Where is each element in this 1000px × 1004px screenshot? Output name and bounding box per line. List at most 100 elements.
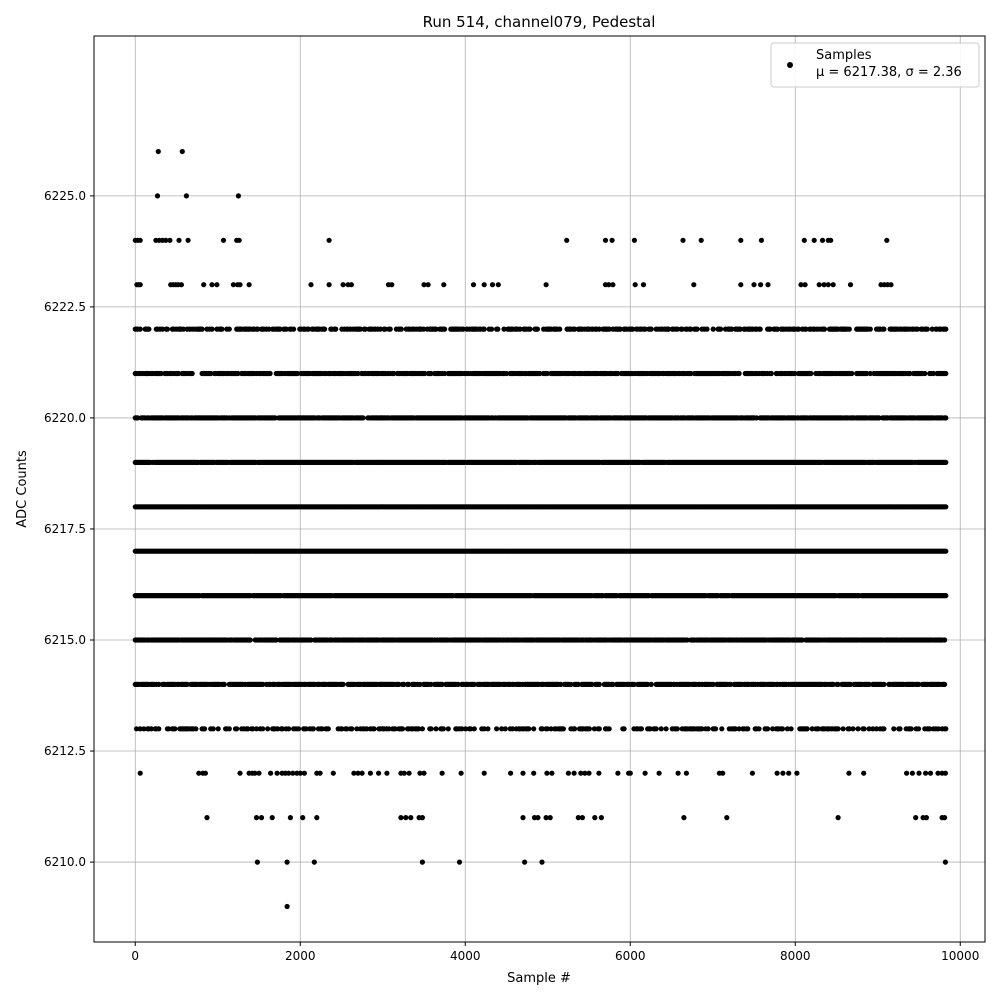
data-point [943,415,948,420]
data-point [155,193,160,198]
data-point [826,282,831,287]
data-point [201,282,206,287]
data-point [327,238,332,243]
data-point [943,549,948,554]
data-point [214,282,219,287]
data-point [222,682,227,687]
data-point [180,149,185,154]
data-point [138,282,143,287]
data-point [847,327,852,332]
data-point [831,282,836,287]
data-point [333,327,338,332]
data-point [758,327,763,332]
data-point [442,327,447,332]
data-point [200,327,205,332]
data-point [632,238,637,243]
data-point [341,282,346,287]
data-point [881,327,886,332]
data-point [308,282,313,287]
data-point [704,327,709,332]
data-point [691,282,696,287]
data-point [544,282,549,287]
data-point [167,238,172,243]
data-point [138,238,143,243]
data-point [389,282,394,287]
data-point [610,282,615,287]
data-point [471,282,476,287]
data-point [209,282,214,287]
data-point [349,282,354,287]
data-point [237,238,242,243]
data-point [822,327,827,332]
data-point [360,415,365,420]
data-point [888,282,893,287]
data-point [426,282,431,287]
data-point [482,282,487,287]
data-point [751,282,756,287]
data-point [649,327,654,332]
data-point [868,327,873,332]
data-point [156,149,161,154]
data-point [711,327,716,332]
data-point [186,238,191,243]
data-point [828,238,833,243]
data-point [922,371,927,376]
data-point [943,460,948,465]
data-point [165,327,170,332]
data-point [441,282,446,287]
data-point [388,327,393,332]
data-point [495,327,500,332]
data-point [146,327,151,332]
data-point [633,282,638,287]
data-point [227,327,232,332]
data-point [221,238,226,243]
data-point [322,327,327,332]
data-point [176,238,181,243]
data-point [765,282,770,287]
data-point [738,238,743,243]
data-point [219,327,224,332]
data-point [718,327,723,332]
data-point [925,327,930,332]
data-point [943,371,948,376]
data-point [399,327,404,332]
data-point [527,327,532,332]
data-point [184,193,189,198]
data-point [803,282,808,287]
data-point [738,282,743,287]
data-point [817,282,822,287]
data-point [209,327,214,332]
data-point [236,193,241,198]
data-point [680,238,685,243]
data-point [482,327,487,332]
data-point [759,238,764,243]
data-point [564,238,569,243]
data-point [138,327,143,332]
data-point [802,238,807,243]
data-point [758,282,763,287]
data-point [535,327,540,332]
data-point [942,637,947,642]
data-point [943,504,948,509]
data-point [557,327,562,332]
data-point [489,327,494,332]
data-point [603,238,608,243]
data-point [496,282,501,287]
data-point [848,282,853,287]
data-point [812,238,817,243]
data-point [943,327,948,332]
data-point [327,282,332,287]
data-point [699,238,704,243]
data-point [268,371,273,376]
data-point [190,371,195,376]
data-point [884,238,889,243]
data-point [695,327,700,332]
data-point [341,682,346,687]
data-point [641,282,646,287]
data-point [291,327,296,332]
data-point [943,593,948,598]
data-point [610,238,615,243]
